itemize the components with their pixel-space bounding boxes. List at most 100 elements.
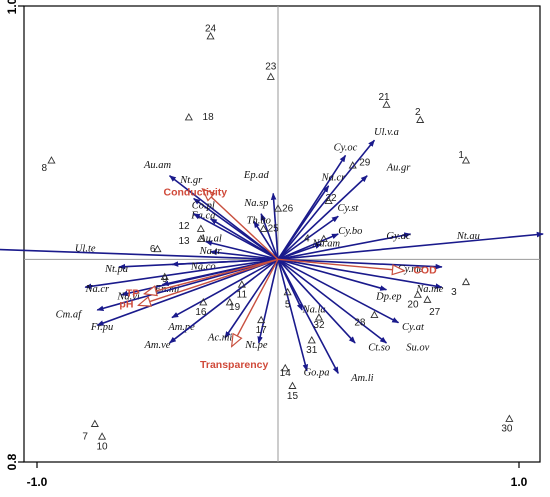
site-marker xyxy=(90,419,99,427)
site-label: 22 xyxy=(325,193,337,204)
species-label: Na.vi xyxy=(116,292,140,303)
species-arrow xyxy=(277,258,356,344)
site-marker xyxy=(237,280,246,288)
environment-arrow xyxy=(203,190,279,260)
site-marker xyxy=(348,161,357,169)
species-label: Na.cr xyxy=(321,173,347,184)
environment-arrow xyxy=(277,258,403,270)
species-label: Gy.ac xyxy=(386,231,411,242)
site-marker xyxy=(423,295,432,303)
species-arrow xyxy=(205,240,279,261)
species-arrow xyxy=(277,231,544,261)
site-marker xyxy=(324,196,333,205)
species-arrow xyxy=(277,243,323,261)
environment-arrow xyxy=(139,258,279,305)
site-marker xyxy=(225,297,234,306)
site-label: 15 xyxy=(287,391,299,402)
site-label: 17 xyxy=(256,325,268,336)
site-marker xyxy=(461,156,471,164)
environment-label: Conductivity xyxy=(163,186,227,198)
species-label: Na.cr xyxy=(84,284,110,295)
species-arrow xyxy=(257,259,279,344)
site-marker xyxy=(47,156,56,164)
species-label: Au.al xyxy=(198,233,222,244)
site-marker xyxy=(196,224,205,232)
site-label: 9 xyxy=(162,274,168,285)
species-vectors: Ul.v.a Cy.oc Au.gr Na.cr Nt.gr Au.am Ep.ad Na.s… xyxy=(0,127,544,384)
species-arrow xyxy=(277,258,339,374)
species-arrow xyxy=(260,213,279,260)
species-arrow xyxy=(277,215,339,260)
species-arrow xyxy=(168,258,279,344)
species-arrow xyxy=(277,259,309,372)
site-marker xyxy=(314,313,324,321)
species-label: Dp.ep xyxy=(375,292,401,303)
site-label: 12 xyxy=(178,221,190,232)
site-label: 21 xyxy=(378,92,390,103)
site-label: 19 xyxy=(229,302,241,313)
species-label: Ul.te xyxy=(75,244,96,255)
species-label: Ct.so xyxy=(368,342,390,353)
site-label: 5 xyxy=(285,300,291,311)
species-arrow xyxy=(277,185,330,260)
site-marker xyxy=(461,277,471,286)
species-arrow xyxy=(193,213,279,261)
y-tick-label: 1.0 xyxy=(5,0,19,14)
site-label: 11 xyxy=(237,289,248,300)
site-label: 7 xyxy=(82,431,88,442)
species-label: Na.sp xyxy=(243,198,268,209)
site-marker xyxy=(196,234,205,243)
y-tick-label: 0.8 xyxy=(5,453,19,470)
x-tick-label: 1.0 xyxy=(511,475,528,489)
site-label: 13 xyxy=(178,236,190,247)
site-marker xyxy=(98,432,107,440)
site-marker xyxy=(273,204,283,212)
species-arrow xyxy=(171,258,279,267)
species-arrow xyxy=(168,175,279,260)
species-label: En.mi xyxy=(154,284,180,295)
species-arrow xyxy=(277,258,443,289)
species-arrow xyxy=(84,258,279,290)
environment-arrow xyxy=(232,259,279,345)
site-label: 26 xyxy=(282,203,294,214)
site-marker xyxy=(266,72,275,80)
species-arrow xyxy=(270,192,279,260)
site-marker xyxy=(160,272,169,281)
species-label: Na.la xyxy=(302,304,326,315)
environment-label: TP xyxy=(126,287,139,299)
species-label: Am.pe xyxy=(167,322,195,333)
species-label: Cy.oc xyxy=(334,142,358,153)
site-label: 16 xyxy=(195,307,207,318)
site-label: 3 xyxy=(451,287,457,298)
site-label: 31 xyxy=(306,345,318,356)
species-label: Su.ov xyxy=(406,342,429,353)
species-label: Th.bo xyxy=(247,216,271,227)
species-arrow xyxy=(277,232,412,261)
x-tick-label: -1.0 xyxy=(27,475,48,489)
site-label: 32 xyxy=(313,320,325,331)
species-label: Nt.pe xyxy=(244,340,268,351)
site-marker xyxy=(259,224,268,232)
site-marker xyxy=(257,315,266,324)
species-label: Au.gr xyxy=(386,163,412,174)
species-arrow xyxy=(253,220,279,260)
site-label: 8 xyxy=(41,163,47,174)
species-label: Nt.pa xyxy=(104,264,128,275)
site-label: 20 xyxy=(407,300,419,311)
species-arrow xyxy=(277,139,376,260)
site-label: 10 xyxy=(97,441,109,452)
site-label: 23 xyxy=(265,61,277,72)
site-label: 28 xyxy=(354,317,366,328)
environment-label: Transparency xyxy=(200,359,268,371)
site-label: 25 xyxy=(268,224,280,235)
species-arrow xyxy=(96,258,279,326)
site-marker xyxy=(153,244,162,253)
species-arrow xyxy=(0,248,279,261)
species-label: Co.pl xyxy=(192,201,215,212)
site-marker xyxy=(382,100,391,108)
site-label: 4 xyxy=(304,234,310,245)
species-arrow xyxy=(277,175,368,260)
species-label: Na.me xyxy=(415,284,443,295)
